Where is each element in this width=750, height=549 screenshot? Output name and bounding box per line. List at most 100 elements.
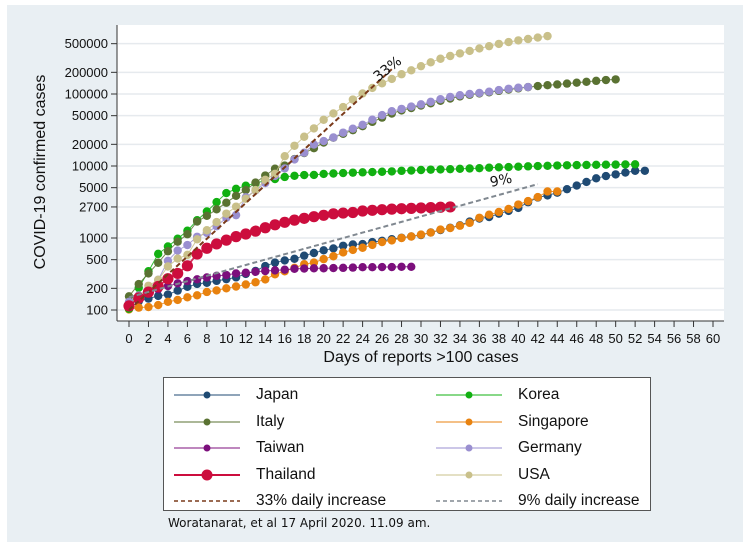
data-point-korea (300, 170, 309, 180)
legend-item-singapore: Singapore (434, 411, 589, 433)
data-point-singapore (338, 248, 348, 257)
legend-symbol (174, 469, 240, 480)
legend-item-taiwan: Taiwan (172, 437, 304, 459)
x-tick-label: 52 (628, 331, 642, 346)
data-point-singapore (173, 295, 182, 305)
data-point-taiwan (338, 263, 348, 273)
data-point-korea (553, 161, 562, 170)
data-point-italy (582, 77, 591, 87)
legend-item-9-daily-increase: 9% daily increase (434, 490, 639, 512)
data-point-singapore (134, 303, 143, 312)
data-point-singapore (202, 287, 212, 297)
legend-label: Singapore (518, 412, 589, 430)
data-point-thailand (181, 260, 193, 272)
data-point-thailand (308, 211, 320, 223)
data-point-italy (592, 76, 601, 86)
x-tick-label: 32 (433, 331, 447, 346)
x-tick-label: 24 (355, 331, 369, 346)
data-point-thailand (279, 216, 291, 228)
data-point-korea (475, 163, 484, 173)
data-point-korea (407, 166, 416, 175)
data-point-germany (514, 83, 523, 92)
data-point-singapore (543, 187, 552, 196)
data-point-japan (601, 171, 611, 181)
legend-symbol (436, 500, 502, 502)
data-point-korea (523, 162, 533, 171)
data-point-singapore (144, 302, 153, 312)
data-point-usa (270, 169, 280, 179)
legend-label: Japan (256, 386, 299, 403)
data-point-usa (183, 250, 192, 260)
data-point-germany (397, 104, 406, 114)
data-point-singapore (222, 284, 231, 293)
data-point-usa (387, 74, 396, 84)
data-point-japan (309, 248, 319, 258)
data-point-italy (202, 211, 212, 220)
data-point-thailand (259, 222, 271, 234)
data-point-thailand (288, 214, 301, 226)
data-point-usa (416, 61, 426, 71)
data-point-korea (504, 162, 513, 172)
data-point-thailand (269, 219, 281, 231)
x-tick-label: 56 (667, 331, 681, 346)
legend-label: 9% daily increase (518, 492, 640, 509)
data-point-korea (309, 170, 319, 180)
data-point-italy (144, 269, 153, 278)
data-point-usa (465, 46, 474, 56)
data-point-japan (163, 290, 173, 299)
data-point-korea (426, 165, 435, 174)
legend-item-usa: USA (434, 464, 550, 486)
data-point-usa (514, 36, 523, 45)
data-point-thailand (415, 202, 427, 214)
legend-item-33-daily-increase: 33% daily increase (172, 490, 386, 512)
data-point-italy (553, 80, 562, 89)
data-point-taiwan (290, 264, 299, 274)
data-point-thailand (337, 207, 349, 219)
data-point-singapore (231, 282, 241, 291)
data-point-singapore (446, 223, 455, 233)
credit-text: Woratanarat, et al 17 April 2020. 11.09 … (168, 516, 431, 530)
data-point-usa (397, 70, 406, 79)
data-point-usa (309, 124, 319, 133)
y-tick-label: 1000 (79, 231, 108, 246)
data-point-usa (329, 109, 338, 118)
data-point-germany (484, 87, 494, 96)
data-point-germany (504, 84, 513, 93)
legend-symbol (436, 391, 502, 399)
data-point-taiwan (300, 264, 309, 273)
data-point-taiwan (407, 262, 416, 272)
data-point-italy (154, 258, 163, 267)
legend: Japan Korea Italy Singapore Taiwan Germany Tha… (163, 377, 651, 511)
legend-item-korea: Korea (434, 384, 559, 406)
data-point-korea (358, 168, 367, 177)
data-point-usa (192, 235, 202, 244)
data-point-japan (270, 258, 280, 267)
data-point-usa (455, 49, 465, 58)
data-point-japan (630, 166, 640, 175)
data-point-singapore (475, 213, 484, 222)
legend-label: Korea (518, 386, 560, 403)
data-point-korea (582, 160, 591, 170)
data-point-usa (504, 37, 513, 47)
data-point-singapore (407, 232, 416, 241)
legend-symbol (174, 418, 240, 425)
x-tick-label: 50 (608, 331, 622, 346)
data-point-italy (222, 198, 231, 207)
data-point-usa (446, 51, 455, 61)
data-point-korea (329, 169, 338, 178)
x-tick-label: 30 (414, 331, 428, 346)
data-point-korea (348, 168, 358, 177)
data-point-thailand (240, 228, 252, 240)
data-point-thailand (201, 242, 213, 254)
data-point-singapore (426, 228, 435, 237)
data-point-korea (455, 164, 465, 174)
data-point-korea (212, 197, 221, 207)
x-tick-label: 0 (125, 331, 132, 346)
data-point-germany (368, 115, 377, 124)
data-point-germany (436, 94, 445, 104)
data-point-singapore (163, 297, 173, 306)
data-point-singapore (465, 218, 474, 228)
data-point-germany (338, 128, 348, 137)
data-point-japan (173, 286, 182, 295)
data-point-korea (319, 169, 328, 179)
